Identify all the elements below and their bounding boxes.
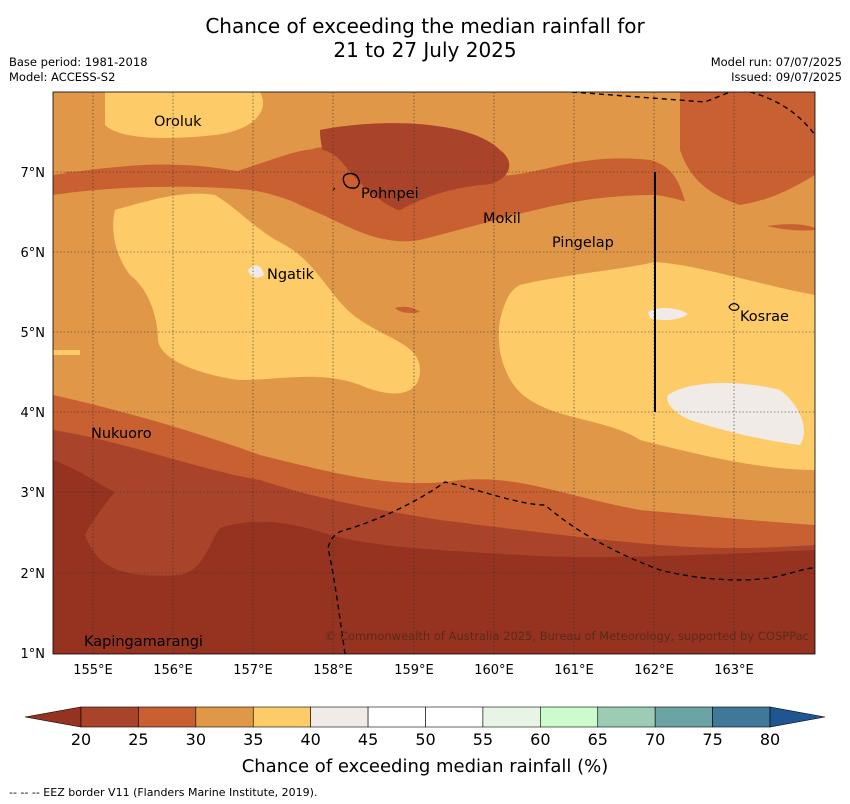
colorbar-swatch <box>310 706 369 728</box>
colorbar-tick-label: 75 <box>702 730 723 749</box>
pohnpei-islet <box>332 187 336 191</box>
place-mokil: Mokil <box>483 211 521 227</box>
lat-label: 6°N <box>21 246 46 261</box>
colorbar-tick-label: 65 <box>587 730 608 749</box>
place-pohnpei: Pohnpei <box>361 186 419 202</box>
colorbar-tick-label: 55 <box>472 730 494 749</box>
colorbar-tick-label: 70 <box>644 730 666 749</box>
issued-date: Issued: 09/07/2025 <box>731 70 842 84</box>
colorbar-tick-label: 80 <box>759 730 781 749</box>
region-40-45 <box>667 383 804 445</box>
colorbar-swatch <box>80 706 139 728</box>
region-20-25 <box>680 92 815 205</box>
region-35-40 <box>105 92 263 138</box>
colorbar-tick-label: 30 <box>185 730 206 749</box>
lat-labels: 7°N 6°N 5°N 4°N 3°N 2°N 1°N <box>21 166 46 662</box>
lon-label: 162°E <box>634 663 674 678</box>
colorbar-low-extend <box>24 706 82 728</box>
place-nukuoro: Nukuoro <box>91 426 152 442</box>
colorbar-swatch <box>367 706 426 728</box>
place-kosrae: Kosrae <box>740 309 789 325</box>
region-40-45 <box>648 307 688 321</box>
lon-label: 159°E <box>394 663 434 678</box>
kosrae-island <box>728 303 740 311</box>
lat-label: 4°N <box>21 406 46 421</box>
region-20-25 <box>320 123 510 211</box>
region-20-25 <box>65 170 112 176</box>
model-run: Model run: 07/07/2025 <box>710 55 842 69</box>
region-40-45 <box>248 265 264 278</box>
copyright-note: © Commonwealth of Australia 2025, Bureau… <box>325 629 809 643</box>
colorbar-swatch <box>654 706 713 728</box>
colorbar-swatch <box>425 706 484 728</box>
title-line-2: 21 to 27 July 2025 <box>333 38 517 62</box>
colorbar-tick-label: 40 <box>300 730 321 749</box>
region-35-40 <box>113 193 420 394</box>
lon-label: 157°E <box>233 663 273 678</box>
region-20-25 <box>395 306 420 313</box>
colorbar-swatch <box>252 706 311 728</box>
model-name: Model: ACCESS-S2 <box>9 70 116 84</box>
colorbar-high-extend <box>769 706 826 728</box>
place-labels: Oroluk Pohnpei Mokil Pingelap Ngatik Kos… <box>84 114 789 650</box>
graticule <box>53 92 815 654</box>
lat-label: 2°N <box>21 567 46 582</box>
region-20-25 <box>235 149 410 227</box>
lon-label: 158°E <box>313 663 353 678</box>
colorbar-swatch <box>597 706 656 728</box>
colorbar-tick-label: 60 <box>530 730 551 749</box>
colorbar-swatch <box>195 706 254 728</box>
eez-footnote: -- -- -- EEZ border V11 (Flanders Marine… <box>9 786 318 799</box>
colorbar-tick-label: 35 <box>243 730 264 749</box>
base-period: Base period: 1981-2018 <box>9 55 148 69</box>
place-ngatik: Ngatik <box>267 267 315 283</box>
colorbar-tick-label: 45 <box>357 730 379 749</box>
lon-label: 161°E <box>554 663 594 678</box>
lat-label: 5°N <box>21 326 46 341</box>
place-pingelap: Pingelap <box>552 235 614 251</box>
title-line-1: Chance of exceeding the median rainfall … <box>205 14 645 38</box>
rainfall-field <box>53 92 815 654</box>
colorbar-tick-label: 20 <box>70 730 92 749</box>
lon-label: 156°E <box>153 663 193 678</box>
pohnpei-island <box>342 172 360 189</box>
region-30-35 <box>532 120 548 133</box>
lon-label: 160°E <box>474 663 514 678</box>
colorbar-title: Chance of exceeding median rainfall (%) <box>241 756 609 777</box>
place-oroluk: Oroluk <box>154 114 202 130</box>
colorbar <box>24 706 826 728</box>
region-lt20 <box>53 460 815 654</box>
colorbar-swatch <box>540 706 599 728</box>
colorbar-swatch <box>138 706 197 728</box>
eez-border <box>327 92 815 654</box>
colorbar-tick-label: 25 <box>128 730 149 749</box>
lat-label: 7°N <box>21 166 46 181</box>
lat-label: 3°N <box>21 486 46 501</box>
lat-label: 1°N <box>21 647 46 662</box>
lon-label: 155°E <box>73 663 113 678</box>
lon-labels: 155°E 156°E 157°E 158°E 159°E 160°E 161°… <box>73 663 754 678</box>
region-35-40 <box>53 350 80 355</box>
colorbar-swatch <box>482 706 541 728</box>
map-frame <box>52 91 816 655</box>
colorbar-swatch <box>712 706 771 728</box>
colorbar-tick-label: 50 <box>415 730 436 749</box>
lon-label: 163°E <box>714 663 754 678</box>
place-kapingamarangi: Kapingamarangi <box>84 634 203 650</box>
